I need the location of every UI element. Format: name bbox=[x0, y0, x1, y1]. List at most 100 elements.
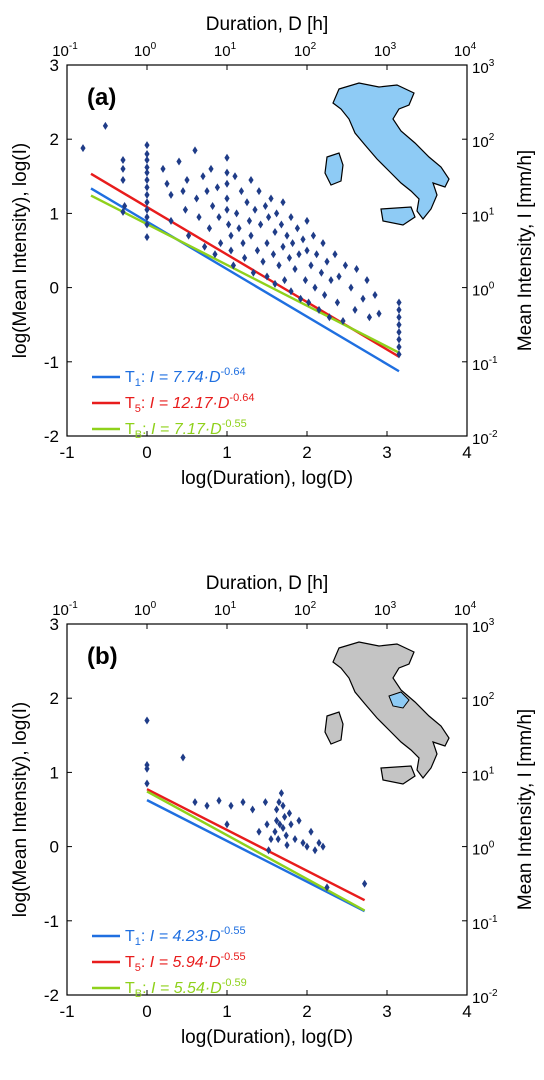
data-point bbox=[216, 213, 222, 222]
data-point bbox=[280, 824, 286, 833]
data-point bbox=[248, 176, 254, 185]
top-axis-title: Duration, D [h] bbox=[206, 573, 329, 594]
data-point bbox=[196, 213, 202, 222]
top-tick-label: 104 bbox=[454, 41, 477, 60]
data-point bbox=[284, 231, 290, 240]
x-axis-title: log(Duration), log(D) bbox=[181, 1027, 353, 1048]
data-point bbox=[326, 313, 332, 322]
plot-frame bbox=[66, 64, 468, 437]
y-tick-label: 1 bbox=[50, 763, 59, 782]
data-point bbox=[144, 150, 150, 159]
data-point bbox=[168, 216, 174, 225]
data-point bbox=[184, 176, 190, 185]
data-point bbox=[180, 187, 186, 196]
data-point bbox=[216, 796, 222, 805]
data-point bbox=[334, 298, 340, 307]
right-tick-label: 100 bbox=[472, 840, 495, 859]
data-point bbox=[270, 250, 276, 259]
data-point bbox=[332, 250, 338, 259]
legend-entry-1: T1: I = 4.23·D-0.55 bbox=[125, 925, 246, 948]
data-point bbox=[348, 283, 354, 292]
data-point bbox=[234, 209, 240, 218]
data-point bbox=[218, 239, 224, 248]
data-point bbox=[210, 201, 216, 210]
data-point bbox=[144, 764, 150, 773]
top-tick-label: 101 bbox=[214, 41, 237, 60]
data-point bbox=[300, 235, 306, 244]
panel-label: (b) bbox=[87, 643, 118, 670]
data-point bbox=[240, 798, 246, 807]
data-point bbox=[120, 164, 126, 173]
data-point bbox=[224, 153, 230, 162]
data-point bbox=[284, 841, 290, 850]
data-point bbox=[283, 831, 289, 840]
data-point bbox=[232, 172, 238, 181]
data-point bbox=[296, 816, 302, 825]
y-tick-label: 2 bbox=[50, 689, 59, 708]
data-point bbox=[288, 820, 294, 829]
data-point bbox=[168, 190, 174, 199]
plot-frame bbox=[66, 623, 468, 996]
top-tick-label: 10-1 bbox=[52, 600, 78, 619]
data-point bbox=[312, 846, 318, 855]
data-point bbox=[282, 276, 288, 285]
data-point bbox=[288, 213, 294, 222]
data-point bbox=[224, 168, 230, 177]
data-point bbox=[322, 291, 328, 300]
y-tick-label: 0 bbox=[50, 838, 59, 857]
data-point bbox=[342, 261, 348, 270]
data-point bbox=[302, 276, 308, 285]
highlighted-region bbox=[388, 691, 410, 709]
data-point bbox=[144, 141, 150, 150]
legend-entry-1: T1: I = 7.74·D-0.64 bbox=[125, 366, 246, 389]
data-point bbox=[276, 261, 282, 270]
data-point bbox=[200, 172, 206, 181]
legend-entry-5: T5: I = 5.94·D-0.55 bbox=[125, 951, 246, 974]
panel-label: (a) bbox=[87, 84, 116, 111]
data-point bbox=[224, 820, 230, 829]
y-tick-label: 3 bbox=[50, 56, 59, 75]
x-tick-label: 1 bbox=[222, 1002, 231, 1021]
x-tick-label: 2 bbox=[302, 443, 311, 462]
data-point bbox=[192, 146, 198, 155]
right-tick-label: 10-2 bbox=[472, 429, 498, 448]
top-tick-label: 101 bbox=[214, 600, 237, 619]
data-point bbox=[144, 205, 150, 214]
data-point bbox=[208, 164, 214, 173]
data-point bbox=[288, 287, 294, 296]
data-point bbox=[144, 220, 150, 229]
data-point bbox=[160, 164, 166, 173]
data-point bbox=[304, 842, 310, 851]
data-point bbox=[354, 265, 360, 274]
data-point bbox=[298, 294, 304, 303]
data-point bbox=[206, 224, 212, 233]
data-point bbox=[144, 190, 150, 199]
data-point bbox=[320, 239, 326, 248]
data-point bbox=[176, 157, 182, 166]
data-point bbox=[266, 846, 272, 855]
data-point bbox=[324, 257, 330, 266]
data-point bbox=[264, 239, 270, 248]
data-point bbox=[144, 198, 150, 207]
data-point bbox=[226, 220, 232, 229]
data-point bbox=[396, 350, 402, 359]
data-point bbox=[277, 820, 283, 829]
fit-line-5 bbox=[146, 788, 366, 902]
data-point bbox=[212, 250, 218, 259]
fit-line-1 bbox=[90, 187, 400, 373]
y-tick-label: 2 bbox=[50, 130, 59, 149]
data-point bbox=[300, 838, 306, 847]
data-point bbox=[396, 313, 402, 322]
data-point bbox=[228, 231, 234, 240]
data-point bbox=[274, 805, 280, 814]
data-point bbox=[122, 201, 128, 210]
top-tick-label: 100 bbox=[134, 600, 157, 619]
data-point bbox=[80, 144, 86, 153]
fit-line-B bbox=[90, 194, 400, 354]
data-point bbox=[304, 216, 310, 225]
data-point bbox=[260, 257, 266, 266]
data-point bbox=[310, 231, 316, 240]
x-tick-label: -1 bbox=[59, 443, 74, 462]
y-tick-label: -1 bbox=[44, 912, 59, 931]
